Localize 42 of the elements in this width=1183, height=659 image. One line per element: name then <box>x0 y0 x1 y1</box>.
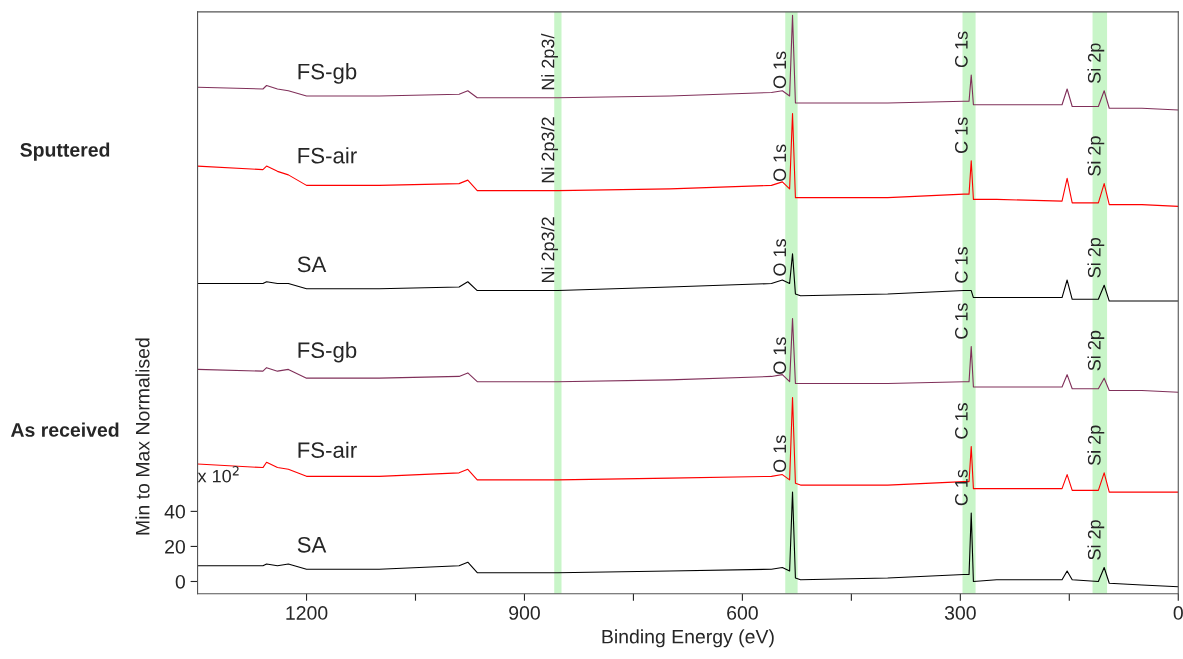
annotation: O 1s <box>773 51 787 89</box>
annotation: Ni 2p3/ <box>541 33 558 90</box>
annotation: O 1s <box>773 144 787 182</box>
series-label: SA <box>297 256 327 273</box>
x-tick-label: 600 <box>727 606 758 620</box>
annotation: O 1s <box>773 435 787 473</box>
line-series <box>197 112 1179 207</box>
annotation: Ni 2p3/2 <box>541 117 558 183</box>
annotation: x 10$^{2}$ <box>197 466 239 483</box>
annotation: Si 2p <box>1087 237 1105 278</box>
x-tick-label: 900 <box>509 606 540 620</box>
line-series <box>197 491 1179 588</box>
text: Sputtered <box>20 142 110 161</box>
x-tick-label: 1200 <box>286 606 328 620</box>
annotation: C 1s <box>954 403 968 439</box>
x-tick-label: 0 <box>1173 606 1183 620</box>
series-label: FS-gb <box>298 63 357 84</box>
series-label: FS-gb <box>298 341 357 363</box>
annotation: O 1s <box>773 239 787 276</box>
annotation: Ni 2p3/2 <box>541 217 558 283</box>
annotation: O 1s <box>773 337 787 374</box>
annotation: C 1s <box>954 31 968 68</box>
annotation: Si 2p <box>1087 330 1105 371</box>
annotation: Si 2p <box>1087 520 1105 560</box>
annotation: C 1s <box>954 303 968 339</box>
series-label: SA <box>297 536 327 553</box>
annotation: C 1s <box>954 247 968 283</box>
line-series <box>197 396 1179 493</box>
annotation: Si 2p <box>1087 136 1105 176</box>
y-tick-label: 0 <box>175 574 185 589</box>
x-tick-label: 300 <box>944 606 976 620</box>
y-tick-label: 20 <box>165 539 185 554</box>
series-label: FS-air <box>298 147 357 164</box>
series-label: FS-air <box>298 441 357 458</box>
annotation: C 1s <box>954 117 968 153</box>
text: As received <box>10 422 119 437</box>
y-axis-title: Min to Max Normalised <box>135 338 150 535</box>
annotation: Si 2p <box>1087 43 1105 83</box>
x-axis-title: Binding Energy (eV) <box>602 629 774 648</box>
annotation: C 1s <box>954 469 968 506</box>
annotation: Si 2p <box>1087 425 1105 466</box>
y-tick-label: 40 <box>164 504 185 519</box>
